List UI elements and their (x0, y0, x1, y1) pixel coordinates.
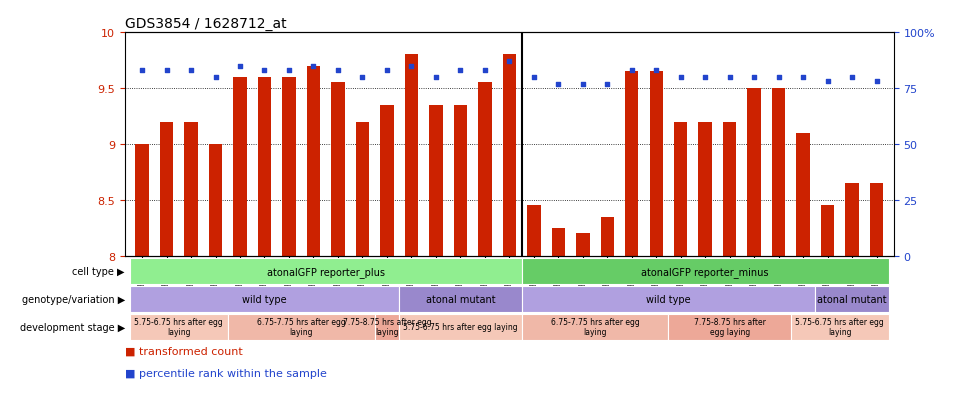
Text: 5.75-6.75 hrs after egg
laying: 5.75-6.75 hrs after egg laying (796, 317, 884, 337)
Point (820, 79, 835, 85)
Bar (399, 286, 522, 312)
Point (453, 68, 468, 74)
Bar (815, 286, 889, 312)
Text: development stage ▶: development stage ▶ (19, 322, 125, 332)
Point (478, 68, 493, 74)
Point (159, 68, 174, 74)
Text: 7.75-8.75 hrs after
egg laying: 7.75-8.75 hrs after egg laying (694, 317, 766, 337)
Point (331, 68, 346, 74)
Point (429, 74, 444, 81)
Point (551, 81, 566, 88)
Text: 7.75-8.75 hrs after egg
laying: 7.75-8.75 hrs after egg laying (343, 317, 431, 337)
Point (502, 59, 517, 65)
Bar (130, 259, 522, 285)
Bar (669, 314, 791, 340)
Point (747, 74, 762, 81)
Bar (399, 314, 522, 340)
Bar (601, 217, 614, 256)
Bar (821, 206, 834, 256)
Text: wild type: wild type (242, 294, 286, 304)
Bar (228, 314, 375, 340)
Text: 6.75-7.75 hrs after egg
laying: 6.75-7.75 hrs after egg laying (257, 317, 346, 337)
Bar (130, 286, 399, 312)
Bar (185, 122, 198, 256)
Point (771, 74, 786, 81)
Bar (356, 122, 369, 256)
Point (282, 68, 297, 74)
Bar (522, 286, 815, 312)
Point (306, 63, 321, 70)
Point (600, 81, 615, 88)
Bar (772, 89, 785, 256)
Point (624, 68, 639, 74)
Bar (332, 83, 345, 256)
Bar (674, 122, 687, 256)
Bar (209, 145, 222, 256)
Point (184, 68, 199, 74)
Bar (479, 83, 492, 256)
Bar (552, 228, 565, 256)
Bar (870, 183, 883, 256)
Point (649, 68, 664, 74)
Bar (522, 259, 889, 285)
Text: GDS3854 / 1628712_at: GDS3854 / 1628712_at (125, 17, 286, 31)
Point (575, 81, 590, 88)
Text: genotype/variation ▶: genotype/variation ▶ (22, 294, 125, 304)
Text: ■ percentile rank within the sample: ■ percentile rank within the sample (125, 368, 327, 378)
Text: atonalGFP reporter_plus: atonalGFP reporter_plus (267, 266, 384, 277)
Bar (748, 89, 761, 256)
Point (135, 68, 150, 74)
Point (722, 74, 737, 81)
Bar (160, 122, 173, 256)
Point (355, 74, 370, 81)
Point (404, 63, 419, 70)
Bar (791, 314, 889, 340)
Text: atonal mutant: atonal mutant (817, 294, 887, 304)
Point (380, 68, 395, 74)
Bar (258, 78, 271, 256)
Bar (136, 145, 149, 256)
Text: cell type ▶: cell type ▶ (72, 266, 125, 277)
Point (257, 68, 272, 74)
Bar (307, 66, 320, 256)
Bar (699, 122, 712, 256)
Point (208, 74, 223, 81)
Bar (234, 78, 247, 256)
Bar (846, 183, 859, 256)
Bar (454, 106, 467, 256)
Bar (381, 106, 394, 256)
Bar (405, 55, 418, 256)
Point (233, 63, 248, 70)
Text: 6.75-7.75 hrs after egg
laying: 6.75-7.75 hrs after egg laying (551, 317, 639, 337)
Bar (375, 314, 399, 340)
Point (526, 74, 541, 81)
Text: ■ transformed count: ■ transformed count (125, 346, 243, 356)
Bar (430, 106, 443, 256)
Bar (503, 55, 516, 256)
Point (698, 74, 713, 81)
Point (673, 74, 688, 81)
Bar (576, 234, 589, 256)
Bar (650, 72, 663, 256)
Bar (723, 122, 736, 256)
Text: atonal mutant: atonal mutant (426, 294, 495, 304)
Bar (797, 133, 810, 256)
Text: 5.75-6.75 hrs after egg laying: 5.75-6.75 hrs after egg laying (403, 323, 518, 331)
Bar (522, 314, 669, 340)
Point (869, 79, 884, 85)
Text: 5.75-6.75 hrs after egg
laying: 5.75-6.75 hrs after egg laying (135, 317, 223, 337)
Bar (625, 72, 638, 256)
Point (845, 74, 860, 81)
Text: wild type: wild type (646, 294, 691, 304)
Point (796, 74, 811, 81)
Text: atonalGFP reporter_minus: atonalGFP reporter_minus (641, 266, 769, 277)
Bar (283, 78, 296, 256)
Bar (130, 314, 228, 340)
Bar (527, 206, 540, 256)
